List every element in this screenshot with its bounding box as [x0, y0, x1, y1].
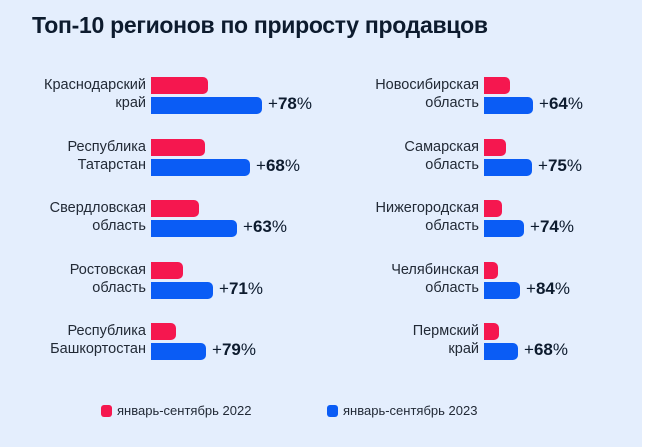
bar-2022: [484, 77, 510, 94]
growth-label: +68%: [256, 155, 300, 175]
legend-label: январь-сентябрь 2022: [117, 403, 252, 418]
bar-2022: [151, 138, 205, 156]
growth-label: +64%: [539, 94, 583, 113]
category-label: Свердловская область: [49, 200, 146, 234]
bar-2023: [484, 343, 518, 360]
bar-2022: [151, 200, 199, 217]
chart-panel: Топ-10 регионов по приросту продавцов Кр…: [0, 0, 642, 447]
bar-2023: [484, 281, 520, 299]
growth-label: +74%: [530, 217, 574, 236]
category-label: Ростовская область: [69, 261, 146, 296]
legend-label: январь-сентябрь 2023: [343, 403, 478, 418]
growth-label: +71%: [219, 278, 263, 298]
bar-2023: [151, 97, 262, 114]
bar-2022: [484, 323, 499, 340]
growth-label: +79%: [212, 340, 256, 359]
category-label: Пермский край: [412, 323, 479, 357]
bar-2022: [484, 261, 498, 279]
chart-title: Топ-10 регионов по приросту продавцов: [32, 12, 488, 38]
growth-label: +78%: [268, 94, 312, 113]
bar-2023: [151, 281, 213, 299]
growth-label: +84%: [526, 278, 570, 298]
category-label: Нижегородская область: [375, 200, 479, 234]
bar-2023: [151, 220, 237, 237]
legend-swatch-2022: [101, 405, 112, 417]
legend-swatch-2023: [327, 405, 338, 417]
bar-2022: [484, 138, 506, 156]
bar-2022: [151, 323, 176, 340]
bar-2023: [484, 220, 524, 237]
bar-2023: [484, 158, 532, 176]
category-label: Челябинская область: [391, 261, 479, 296]
growth-label: +75%: [538, 155, 582, 175]
bar-2022: [484, 200, 502, 217]
category-label: Республика Татарстан: [67, 138, 146, 173]
growth-label: +63%: [243, 217, 287, 236]
category-label: Республика Башкортостан: [50, 323, 146, 357]
category-label: Самарская область: [404, 138, 479, 173]
bar-2023: [151, 343, 206, 360]
bar-2023: [151, 158, 250, 176]
bar-2022: [151, 77, 208, 94]
growth-label: +68%: [524, 340, 568, 359]
bar-2023: [484, 97, 533, 114]
category-label: Новосибирская область: [375, 77, 479, 111]
bar-2022: [151, 261, 183, 279]
category-label: Краснодарский край: [44, 77, 146, 111]
